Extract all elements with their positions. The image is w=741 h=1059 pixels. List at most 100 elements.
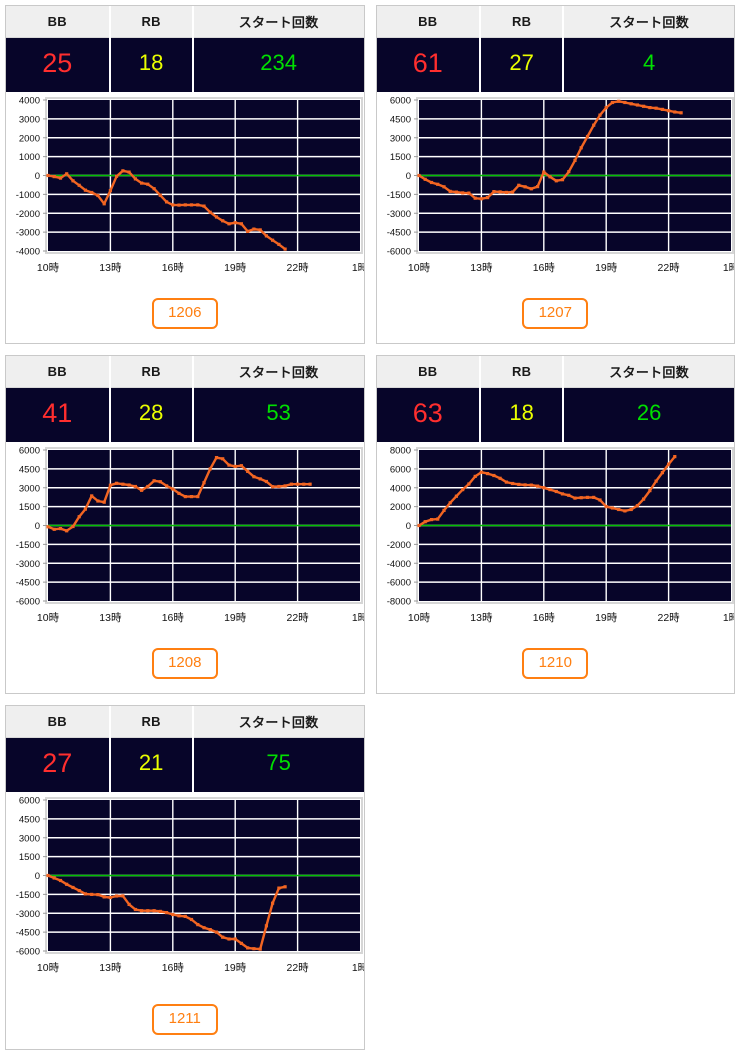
value-bb: 61 [412, 47, 443, 78]
stat-header-row: BB RB スタート回数 [376, 6, 734, 38]
svg-text:13時: 13時 [470, 612, 493, 624]
panel-cell: BB RB スタート回数 27 21 75 6000 4500 3000 1500 0 -… [0, 700, 371, 1056]
svg-text:-2000: -2000 [16, 209, 40, 220]
header-bb: BB [6, 706, 111, 738]
panel-cell: BB RB スタート回数 41 28 53 6000 4500 3000 1500 0 -… [0, 350, 371, 700]
svg-text:3000: 3000 [19, 114, 40, 125]
svg-text:6000: 6000 [19, 446, 40, 457]
header-rb: RB [480, 6, 565, 38]
svg-text:4500: 4500 [389, 114, 410, 125]
svg-text:13時: 13時 [99, 262, 122, 274]
svg-text:6000: 6000 [389, 464, 410, 475]
svg-text:3000: 3000 [19, 833, 40, 844]
machine-number-badge[interactable]: 1206 [151, 297, 218, 329]
svg-text:-2000: -2000 [386, 540, 410, 551]
stat-header-row: BB RB スタート回数 [6, 356, 364, 388]
panel-cell-empty [370, 700, 741, 1056]
stat-value-row: 25 18 234 [6, 37, 364, 92]
svg-text:0: 0 [35, 171, 40, 182]
svg-text:16時: 16時 [162, 962, 185, 974]
header-bb: BB [6, 356, 111, 388]
machine-panel[interactable]: BB RB スタート回数 61 27 4 6000 4500 3000 1500 0 -1… [375, 5, 735, 344]
svg-text:16時: 16時 [162, 262, 185, 274]
value-bb: 25 [42, 47, 73, 78]
stat-table: BB RB スタート回数 61 27 4 [376, 6, 734, 92]
value-start-count: 26 [636, 399, 662, 425]
stat-table: BB RB スタート回数 27 21 75 [6, 706, 364, 792]
svg-text:-1500: -1500 [16, 540, 40, 551]
value-start-count: 53 [266, 399, 291, 425]
stat-table: BB RB スタート回数 25 18 234 [6, 6, 364, 92]
svg-text:16時: 16時 [532, 262, 555, 274]
svg-text:10時: 10時 [37, 962, 60, 974]
svg-text:10時: 10時 [37, 262, 60, 274]
machine-number-badge[interactable]: 1211 [151, 1003, 218, 1035]
badge-row: 1211 [6, 1003, 364, 1035]
svg-text:4000: 4000 [19, 96, 40, 107]
svg-text:13時: 13時 [99, 962, 122, 974]
badge-row: 1207 [377, 297, 735, 329]
value-start-count: 4 [643, 49, 656, 75]
machine-number-badge[interactable]: 1207 [522, 297, 589, 329]
stat-header-row: BB RB スタート回数 [6, 706, 364, 738]
svg-text:19時: 19時 [595, 612, 618, 624]
svg-text:1時: 1時 [722, 262, 735, 274]
svg-text:0: 0 [35, 871, 40, 882]
svg-text:13時: 13時 [99, 612, 122, 624]
svg-text:10時: 10時 [407, 262, 430, 274]
panel-cell: BB RB スタート回数 63 18 26 8000 6000 4000 2000 0 -… [371, 350, 741, 700]
payout-chart: 6000 4500 3000 1500 0 -1500 -3000 -4500 -6000 10時… [8, 444, 364, 629]
svg-text:16時: 16時 [162, 612, 185, 624]
header-rb: RB [480, 356, 565, 388]
stat-header-row: BB RB スタート回数 [376, 356, 734, 388]
payout-chart: 8000 6000 4000 2000 0 -2000 -4000 -6000 -8000 10時… [379, 444, 734, 629]
payout-chart: 6000 4500 3000 1500 0 -1500 -3000 -4500 -6000 10時… [379, 94, 734, 279]
value-bb: 27 [42, 747, 73, 778]
machine-panel[interactable]: BB RB スタート回数 25 18 234 4000 3000 2000 1000 0… [5, 5, 365, 344]
header-rb: RB [109, 706, 194, 738]
payout-chart: 4000 3000 2000 1000 0 -1000 -2000 -3000 -4000 10時… [8, 94, 364, 279]
machine-number-badge[interactable]: 1210 [522, 647, 589, 679]
panel-cell: BB RB スタート回数 25 18 234 4000 3000 2000 1000 0… [0, 0, 371, 350]
machine-panel[interactable]: BB RB スタート回数 41 28 53 6000 4500 3000 1500 0 -… [5, 355, 365, 694]
svg-text:19時: 19時 [224, 262, 247, 274]
stat-table: BB RB スタート回数 63 18 26 [376, 356, 734, 442]
svg-text:22時: 22時 [657, 612, 680, 624]
payout-chart: 6000 4500 3000 1500 0 -1500 -3000 -4500 -6000 10時… [8, 794, 364, 979]
header-start-count: スタート回数 [192, 356, 364, 388]
svg-text:-3000: -3000 [16, 228, 40, 239]
stat-value-row: 41 28 53 [6, 387, 364, 442]
header-start-count: スタート回数 [563, 6, 734, 38]
svg-text:-3000: -3000 [16, 909, 40, 920]
stat-value-row: 27 21 75 [6, 737, 364, 792]
svg-text:0: 0 [405, 171, 410, 182]
svg-text:-1500: -1500 [16, 890, 40, 901]
svg-text:4500: 4500 [19, 814, 40, 825]
svg-text:19時: 19時 [595, 262, 618, 274]
panel-cell: BB RB スタート回数 61 27 4 6000 4500 3000 1500 0 -1… [371, 0, 741, 350]
badge-row: 1208 [6, 647, 364, 679]
svg-text:3000: 3000 [19, 483, 40, 494]
value-start-count: 75 [266, 749, 291, 775]
svg-text:2000: 2000 [389, 502, 410, 513]
value-rb: 28 [138, 399, 164, 425]
stat-value-row: 61 27 4 [376, 37, 734, 92]
stat-value-row: 63 18 26 [376, 387, 734, 442]
header-start-count: スタート回数 [563, 356, 734, 388]
machine-number-badge[interactable]: 1208 [151, 647, 218, 679]
svg-text:22時: 22時 [287, 262, 310, 274]
svg-text:-1500: -1500 [386, 190, 410, 201]
svg-text:8000: 8000 [389, 446, 410, 457]
svg-text:4000: 4000 [389, 483, 410, 494]
value-bb: 63 [412, 397, 443, 428]
svg-text:1時: 1時 [722, 612, 735, 624]
machine-panel[interactable]: BB RB スタート回数 63 18 26 8000 6000 4000 2000 0 -… [375, 355, 735, 694]
svg-text:1500: 1500 [19, 852, 40, 863]
header-bb: BB [6, 6, 111, 38]
svg-text:-4000: -4000 [16, 247, 40, 258]
svg-text:19時: 19時 [224, 612, 247, 624]
svg-text:-3000: -3000 [386, 209, 410, 220]
svg-text:-8000: -8000 [386, 597, 410, 608]
machine-panel[interactable]: BB RB スタート回数 27 21 75 6000 4500 3000 1500 0 -… [5, 705, 365, 1050]
